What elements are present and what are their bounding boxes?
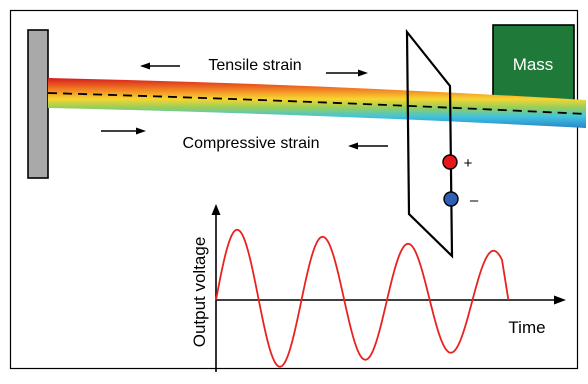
negative-terminal [443,191,459,207]
tensile-arrowhead-left [140,62,150,70]
y-axis-label: Output voltage [190,237,209,348]
negative-terminal-label: – [470,192,479,209]
x-axis-label: Time [508,318,545,337]
tensile-arrowhead-right [358,69,368,77]
compressive-arrowhead-right [348,142,358,150]
electrode-plate [405,28,454,259]
mass-label: Mass [513,55,554,74]
positive-terminal [442,154,458,170]
neutral-axis [47,92,587,115]
positive-terminal-label: + [464,155,473,172]
time-axis-arrowhead [554,295,566,305]
tensile-strain-label: Tensile strain [208,57,301,74]
compressive-arrowhead-left [136,127,146,135]
wall-clamp [27,29,49,179]
compressive-strain-label: Compressive strain [183,135,320,152]
cantilever-beam [48,78,586,128]
figure-border [9,9,579,370]
voltage-axis-arrowhead [211,204,221,215]
voltage-signal-trace [215,228,510,368]
